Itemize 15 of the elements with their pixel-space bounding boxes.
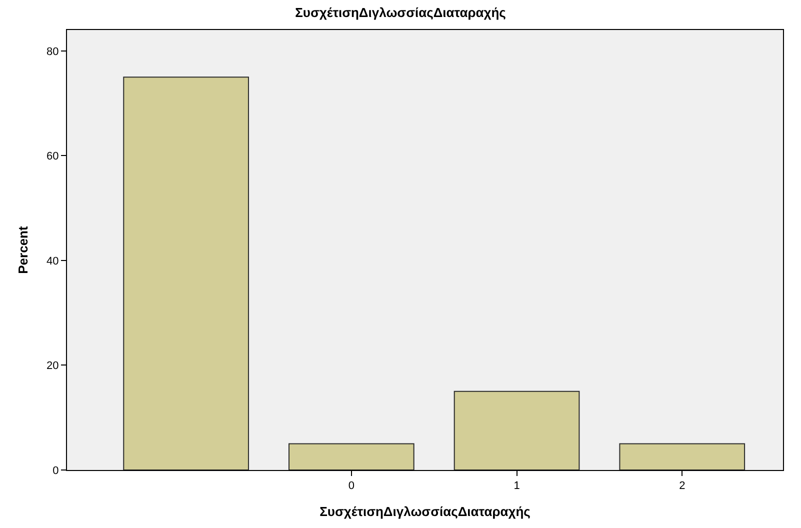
bar bbox=[123, 76, 249, 470]
bar bbox=[619, 443, 746, 470]
y-tick-label: 60 bbox=[46, 150, 59, 163]
y-tick-label: 20 bbox=[46, 360, 59, 372]
y-tick-label: 80 bbox=[46, 46, 59, 58]
x-tick-label: 0 bbox=[348, 480, 354, 492]
y-tick-label: 40 bbox=[46, 255, 59, 268]
x-tick-label: 2 bbox=[679, 480, 686, 492]
bar bbox=[454, 390, 580, 470]
bar bbox=[288, 443, 414, 470]
x-tick-label: 1 bbox=[514, 480, 520, 492]
y-axis-title: Percent bbox=[16, 225, 30, 274]
chart-title: ΣυσχέτισηΔιγλωσσίαςΔιαταραχής bbox=[295, 5, 506, 20]
x-axis-title: ΣυσχέτισηΔιγλωσσίαςΔιαταραχής bbox=[320, 504, 531, 519]
y-tick-label: 0 bbox=[52, 464, 59, 477]
